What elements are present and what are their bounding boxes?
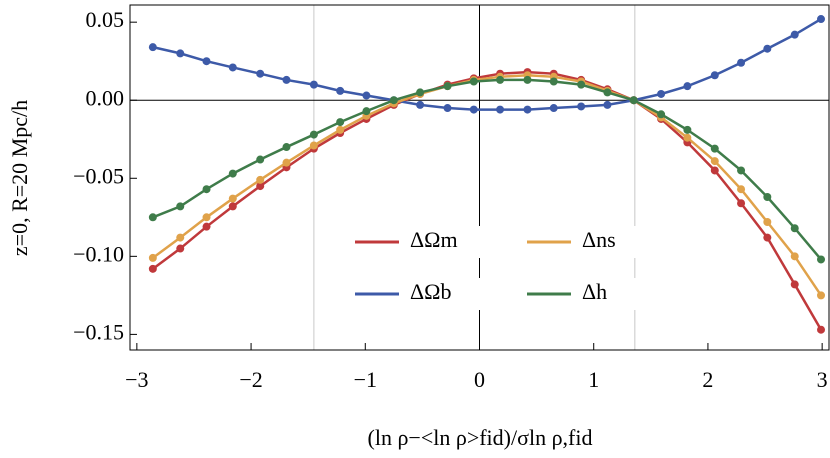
data-point <box>148 213 157 222</box>
data-point <box>309 80 318 89</box>
data-point <box>176 49 185 58</box>
data-point <box>737 166 746 175</box>
data-point <box>148 43 157 52</box>
y-tick-label: −0.10 <box>73 241 124 266</box>
data-point <box>282 143 291 152</box>
y-tick-label: −0.05 <box>73 163 124 188</box>
legend-label: Δh <box>582 279 607 304</box>
data-point <box>710 157 719 166</box>
y-tick-label: 0.00 <box>86 85 125 110</box>
x-tick-label: 0 <box>474 367 485 392</box>
legend-label: Δns <box>582 227 616 252</box>
y-tick-label: 0.05 <box>86 7 125 32</box>
data-point <box>763 44 772 53</box>
data-point <box>817 15 826 24</box>
data-point <box>282 75 291 84</box>
data-point <box>256 182 265 191</box>
series-line <box>152 78 822 261</box>
data-point <box>790 30 799 39</box>
data-point <box>443 104 452 113</box>
data-point <box>176 202 185 211</box>
data-point <box>202 213 211 222</box>
data-point <box>148 253 157 262</box>
data-point <box>657 110 666 119</box>
data-point <box>362 107 371 116</box>
data-point <box>443 82 452 91</box>
data-point <box>603 100 612 109</box>
series-line <box>152 73 823 297</box>
data-point <box>416 100 425 109</box>
data-point <box>176 244 185 253</box>
x-tick-label: −3 <box>125 367 148 392</box>
data-point <box>202 57 211 66</box>
data-point <box>282 158 291 167</box>
x-tick-label: 1 <box>588 367 599 392</box>
data-point <box>228 194 237 203</box>
data-point <box>309 141 318 150</box>
data-point <box>763 217 772 226</box>
data-point <box>228 202 237 211</box>
data-point <box>148 264 157 273</box>
data-point <box>416 88 425 97</box>
data-point <box>336 118 345 127</box>
data-point <box>577 102 586 111</box>
data-point <box>710 71 719 80</box>
data-point <box>817 291 826 300</box>
series-line <box>152 70 823 331</box>
data-point <box>763 193 772 202</box>
data-point <box>710 166 719 175</box>
data-point <box>256 69 265 78</box>
legend-label: ΔΩm <box>410 227 458 252</box>
series-line <box>152 17 822 111</box>
data-point <box>362 91 371 100</box>
data-point <box>737 199 746 208</box>
x-tick-label: 3 <box>817 367 828 392</box>
data-point <box>496 105 505 114</box>
data-point <box>763 233 772 242</box>
y-tick-label: −0.15 <box>73 319 124 344</box>
x-tick-label: −2 <box>239 367 262 392</box>
data-point <box>469 77 478 86</box>
data-point <box>523 105 532 114</box>
data-point <box>790 224 799 233</box>
x-axis-label: (ln ρ−<ln ρ>fid)/σln ρ,fid <box>368 425 593 450</box>
data-point <box>683 82 692 91</box>
data-point <box>469 105 478 114</box>
data-point <box>657 89 666 98</box>
data-point <box>817 255 826 264</box>
data-point <box>176 233 185 242</box>
data-point <box>309 130 318 139</box>
data-point <box>256 175 265 184</box>
data-point <box>389 96 398 105</box>
data-point <box>737 58 746 67</box>
data-point <box>202 185 211 194</box>
data-point <box>737 185 746 194</box>
data-point <box>336 86 345 95</box>
data-point <box>683 133 692 142</box>
data-point <box>228 169 237 178</box>
data-point <box>577 80 586 89</box>
data-point <box>228 63 237 72</box>
data-point <box>603 88 612 97</box>
data-point <box>256 155 265 164</box>
data-point <box>790 252 799 261</box>
data-point <box>817 325 826 334</box>
data-point <box>683 125 692 134</box>
data-point <box>336 125 345 134</box>
y-axis-label: z=0, R=20 Mpc/h <box>7 100 32 256</box>
data-point <box>496 75 505 84</box>
x-tick-label: 2 <box>702 367 713 392</box>
legend-label: ΔΩb <box>410 279 452 304</box>
x-tick-label: −1 <box>354 367 377 392</box>
data-point <box>549 77 558 86</box>
data-point <box>710 144 719 153</box>
data-point <box>202 222 211 231</box>
data-point <box>523 75 532 84</box>
data-point <box>629 96 638 105</box>
plot-frame <box>129 4 830 351</box>
data-point <box>790 280 799 289</box>
data-point <box>549 104 558 113</box>
